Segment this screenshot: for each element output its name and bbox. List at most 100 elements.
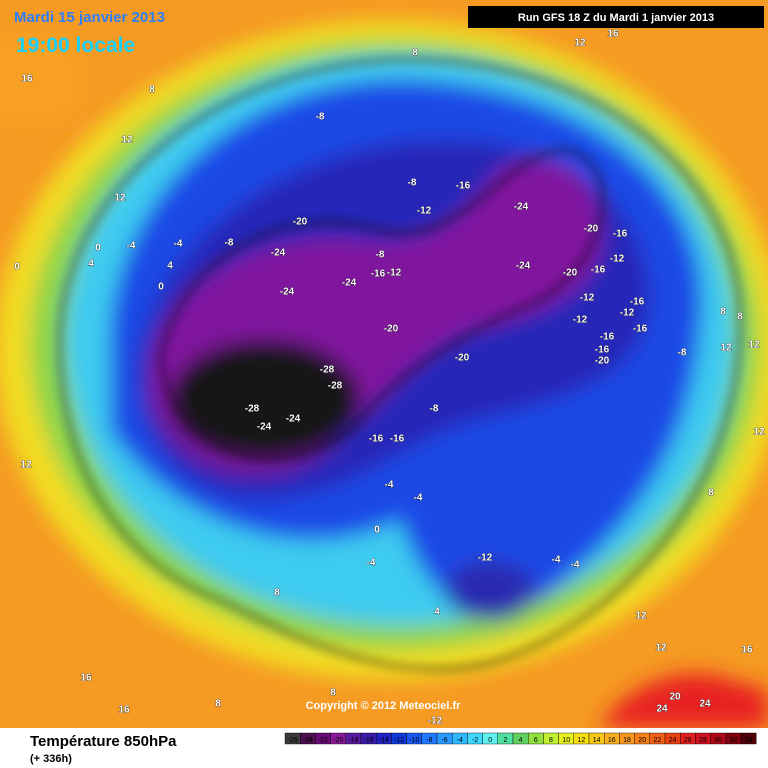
scale-label: 32 <box>730 737 738 744</box>
contour-label: 12 <box>574 38 586 49</box>
scale-label: 2 <box>503 737 507 744</box>
contour-label: 24 <box>656 704 668 715</box>
scale-label: -16 <box>364 737 374 744</box>
contour-label: -4 <box>367 558 376 569</box>
contour-label: -16 <box>371 269 386 280</box>
scale-label: 26 <box>684 737 692 744</box>
contour-label: -20 <box>584 224 599 235</box>
contour-label: 0 <box>374 525 380 536</box>
scale-label: -24 <box>303 737 313 744</box>
scale-label: 24 <box>669 737 677 744</box>
contour-label: -24 <box>280 287 295 298</box>
contour-label: 8 <box>708 488 714 499</box>
contour-label: -24 <box>342 278 357 289</box>
color-scale: -26 -24 -22 -20 -18 -16 -14 -12 -10 -8 -6 -4 -2 0 2 4 6 8… <box>284 732 757 745</box>
scale-label: -4 <box>457 737 463 744</box>
scale-label: -8 <box>426 737 432 744</box>
contour-label: -16 <box>630 297 645 308</box>
contour-label: -12 <box>428 716 443 727</box>
contour-label: 0 <box>95 243 101 254</box>
contour-label: -20 <box>384 324 399 335</box>
scale-label: -2 <box>472 737 478 744</box>
contour-label: -28 <box>320 365 335 376</box>
scale-label: 4 <box>519 737 523 744</box>
local-time: 19:00 locale <box>16 34 135 57</box>
scale-label: -14 <box>379 737 389 744</box>
contour-label: -12 <box>620 308 635 319</box>
contour-label: -20 <box>563 268 578 279</box>
scale-label: 0 <box>488 737 492 744</box>
scale-label: 30 <box>714 737 722 744</box>
contour-label: -4 <box>571 560 580 571</box>
footer-title: Température 850hPa <box>30 733 177 750</box>
contour-label: -20 <box>455 353 470 364</box>
contour-label: 12 <box>753 427 765 438</box>
date: Mardi 15 janvier 2013 <box>14 9 165 26</box>
contour-label: -8 <box>376 250 385 261</box>
contour-label: -24 <box>271 248 286 259</box>
contour-label: -8 <box>225 238 234 249</box>
contour-label: -4 <box>414 493 423 504</box>
contour-label: -16 <box>390 434 405 445</box>
scale-label: 16 <box>608 737 616 744</box>
contour-label: 16 <box>21 74 33 85</box>
contour-label: 0 <box>14 262 20 273</box>
contour-label: 0 <box>158 282 164 293</box>
contour-label: 16 <box>607 29 619 40</box>
scale-label: 34 <box>745 737 753 744</box>
contour-label: -16 <box>613 229 628 240</box>
contour-label: 12 <box>720 343 732 354</box>
contour-label: -8 <box>430 404 439 415</box>
contour-label: -8 <box>408 178 417 189</box>
contour-label: -24 <box>286 414 301 425</box>
contour-label: 8 <box>215 699 221 710</box>
scale-label: -18 <box>348 737 358 744</box>
contour-label: -12 <box>478 553 493 564</box>
contour-label: -16 <box>456 181 471 192</box>
contour-label: -4 <box>174 239 183 250</box>
scale-label: -20 <box>333 737 343 744</box>
contour-label: 12 <box>748 340 760 351</box>
contour-label: -4 <box>385 480 394 491</box>
contour-label: -16 <box>600 332 615 343</box>
contour-label: -24 <box>516 261 531 272</box>
contour-label: 12 <box>121 135 133 146</box>
contour-label: -28 <box>245 404 260 415</box>
contour-label: -4 <box>552 555 561 566</box>
temperature-field <box>0 0 768 728</box>
scale-label: -10 <box>409 737 419 744</box>
contour-label: 16 <box>80 673 92 684</box>
contour-label: 4 <box>434 607 440 618</box>
copyright: Copyright © 2012 Meteociel.fr <box>306 700 462 712</box>
contour-label: 4 <box>167 261 173 272</box>
contour-label: 8 <box>737 312 743 323</box>
contour-label: 12 <box>114 193 126 204</box>
contour-label: -12 <box>573 315 588 326</box>
scale-label: 28 <box>699 737 707 744</box>
scale-label: -6 <box>441 737 447 744</box>
scale-label: 14 <box>593 737 601 744</box>
scale-label: 8 <box>549 737 553 744</box>
contour-label: 8 <box>412 48 418 59</box>
contour-label: 24 <box>699 699 711 710</box>
contour-label: -16 <box>595 345 610 356</box>
contour-label: -12 <box>387 268 402 279</box>
contour-label: -24 <box>257 422 272 433</box>
contour-label: -24 <box>514 202 529 213</box>
contour-label: -28 <box>328 381 343 392</box>
run-box <box>468 6 764 28</box>
scale-label: 12 <box>578 737 586 744</box>
contour-label: -16 <box>591 265 606 276</box>
scale-label: 22 <box>654 737 662 744</box>
contour-label: -16 <box>369 434 384 445</box>
contour-label: -4 <box>127 241 136 252</box>
scale-label: -22 <box>318 737 328 744</box>
contour-label: -8 <box>678 348 687 359</box>
contour-label: 8 <box>720 307 726 318</box>
contour-label: 8 <box>330 688 336 699</box>
footer-subtitle: (+ 336h) <box>30 753 72 765</box>
contour-label: -12 <box>610 254 625 265</box>
